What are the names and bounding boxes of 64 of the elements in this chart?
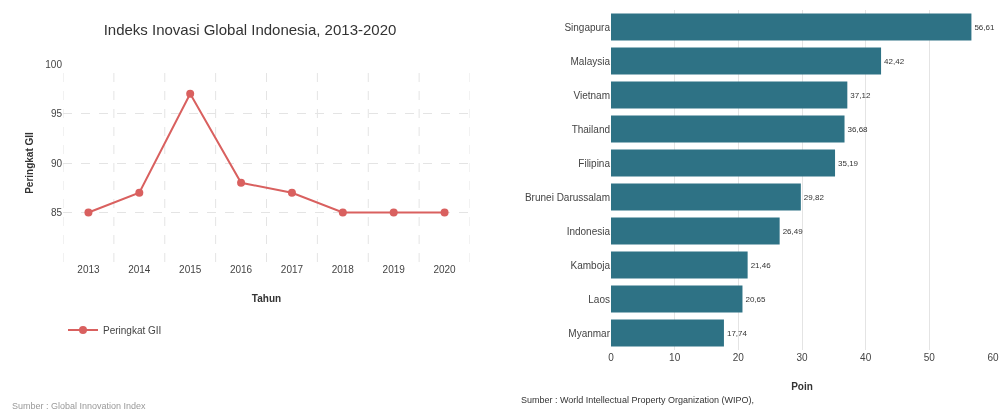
y-tick-label: Singapura — [564, 21, 611, 33]
data-label: 26,49 — [782, 226, 804, 236]
x-tick-label: 30 — [796, 352, 808, 363]
y-tick-label: Myanmar — [568, 327, 611, 339]
y-tick-label: 85 — [50, 207, 63, 218]
x-tick-label: 2016 — [229, 264, 253, 275]
y-tick-label: Filipina — [578, 157, 611, 169]
data-label: 20,65 — [745, 294, 767, 304]
data-label: 56,61 — [974, 22, 995, 32]
data-label: 36,68 — [847, 124, 869, 134]
x-tick-label: 2018 — [331, 264, 355, 275]
data-label: 35,19 — [838, 158, 859, 168]
data-label: 42,42 — [884, 56, 905, 66]
y-tick-label: 95 — [50, 108, 63, 119]
point — [440, 208, 449, 217]
point — [84, 208, 93, 217]
data-label: 17,74 — [726, 328, 748, 338]
y-tick-label: Brunei Darussalam — [524, 191, 610, 203]
x-tick-label: 0 — [608, 352, 615, 363]
point — [186, 89, 195, 98]
x-tick-label: 40 — [860, 352, 872, 363]
x-axis-title: Poin — [791, 381, 813, 392]
point — [287, 188, 296, 197]
y-axis-title: Peringkat GII — [24, 131, 35, 194]
bar — [611, 81, 848, 109]
chart-title: Indeks Inovasi Global Indonesia, 2013-2020 — [103, 21, 397, 39]
data-label: 37,12 — [850, 90, 871, 100]
point — [389, 208, 398, 217]
bar — [611, 183, 801, 211]
x-tick-label: 2017 — [280, 264, 304, 275]
data-label: 29,82 — [803, 192, 825, 202]
bar — [611, 217, 780, 245]
x-tick-label: 2013 — [77, 264, 100, 275]
x-tick-label: 10 — [669, 352, 681, 363]
y-tick-label: Indonesia — [566, 225, 611, 237]
x-tick-label: 50 — [923, 352, 936, 363]
point — [338, 208, 347, 217]
text: Sumber : Global Innovation Index — [12, 401, 147, 411]
y-tick-label: 90 — [50, 157, 63, 169]
text: Sumber : World Intellectual Property Organization (WIPO), — [521, 395, 754, 405]
y-tick-label: Kamboja — [570, 259, 611, 271]
bar — [611, 13, 972, 41]
x-tick-label: 2015 — [179, 264, 202, 275]
x-axis-title: Tahun — [251, 293, 282, 304]
y-tick-label: Laos — [588, 293, 610, 305]
bar — [611, 149, 836, 177]
bar — [611, 319, 724, 347]
y-tick-label: Thailand — [571, 123, 610, 135]
data-label: 21,46 — [750, 260, 772, 270]
point — [237, 178, 246, 187]
bar — [611, 285, 743, 313]
point — [135, 188, 144, 197]
y-tick-label: Malaysia — [570, 55, 611, 67]
x-tick-label: 2014 — [128, 264, 151, 275]
x-tick-label: 60 — [987, 352, 999, 363]
x-tick-label: 20 — [732, 352, 745, 363]
bar — [611, 251, 748, 279]
bar — [611, 115, 845, 143]
bar — [611, 47, 882, 75]
legend-label: Peringkat GII — [103, 324, 162, 336]
x-tick-label: 2020 — [433, 264, 457, 275]
y-tick-label: Vietnam — [573, 89, 610, 101]
x-tick-label: 2019 — [382, 264, 406, 275]
y-tick-label: 100 — [45, 58, 63, 70]
